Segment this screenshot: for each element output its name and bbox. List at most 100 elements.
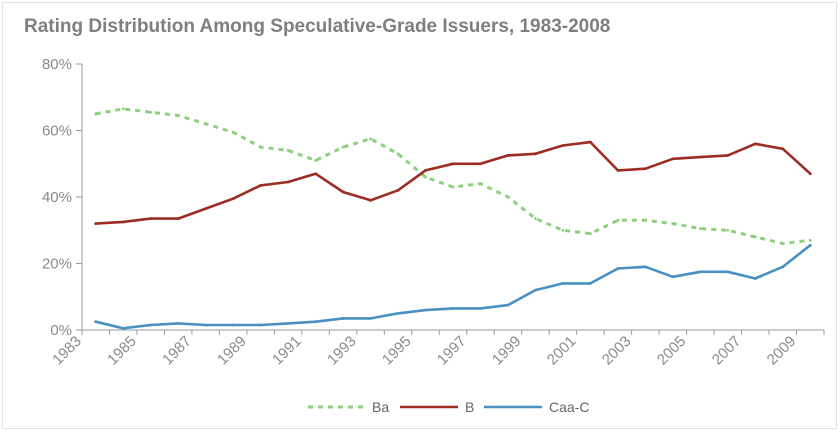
y-tick-label: 60% bbox=[42, 123, 72, 140]
data-point-ba bbox=[204, 122, 208, 126]
data-point-b bbox=[589, 140, 592, 144]
data-point-ba bbox=[561, 228, 565, 232]
data-point-caa-c bbox=[808, 243, 812, 247]
data-point-caa-c bbox=[781, 265, 785, 269]
data-point-ba bbox=[286, 149, 290, 152]
x-tick-label: 1997 bbox=[434, 333, 470, 369]
x-tick-label: 1999 bbox=[489, 333, 525, 369]
data-point-b bbox=[176, 217, 180, 221]
data-point-b bbox=[726, 154, 730, 157]
data-point-b bbox=[534, 152, 537, 156]
y-tick-label: 0% bbox=[50, 322, 72, 339]
data-point-b bbox=[231, 197, 235, 201]
data-point-ba bbox=[369, 137, 372, 141]
data-point-caa-c bbox=[314, 320, 317, 324]
data-point-caa-c bbox=[396, 311, 400, 315]
series-layer bbox=[94, 107, 812, 330]
data-point-b bbox=[424, 169, 427, 172]
x-tick-label: 1985 bbox=[104, 333, 140, 369]
x-tick-label: 2007 bbox=[709, 333, 745, 369]
data-point-ba bbox=[726, 228, 730, 232]
data-point-ba bbox=[671, 222, 675, 226]
series-line-b bbox=[94, 140, 812, 225]
data-point-ba bbox=[451, 185, 455, 189]
data-point-b bbox=[451, 162, 455, 166]
y-tick-label: 20% bbox=[42, 256, 72, 273]
data-point-ba bbox=[94, 112, 98, 116]
data-point-caa-c bbox=[561, 282, 565, 285]
legend: Ba B Caa-C bbox=[308, 399, 589, 415]
data-point-ba bbox=[479, 182, 482, 186]
data-point-caa-c bbox=[479, 306, 482, 310]
data-point-ba bbox=[121, 107, 125, 111]
series-line-caa-c bbox=[94, 243, 812, 330]
x-tick-label: 2009 bbox=[764, 333, 800, 369]
data-point-b bbox=[341, 190, 345, 194]
series-line-ba bbox=[95, 107, 811, 246]
data-point-ba bbox=[396, 152, 400, 156]
data-point-caa-c bbox=[424, 308, 427, 312]
data-point-b bbox=[204, 207, 208, 211]
data-point-ba bbox=[643, 218, 647, 222]
data-point-caa-c bbox=[231, 323, 235, 327]
x-tick-label: 1989 bbox=[214, 333, 250, 369]
data-point-b bbox=[259, 183, 263, 187]
data-point-ba bbox=[589, 232, 592, 235]
data-point-b bbox=[369, 198, 372, 202]
data-point-b bbox=[616, 169, 620, 172]
data-point-caa-c bbox=[671, 275, 675, 279]
data-point-caa-c bbox=[286, 321, 290, 325]
data-point-b bbox=[698, 155, 702, 159]
data-point-ba bbox=[506, 195, 510, 199]
axes: 0%20%40%60%80%1983 1985 1987 1989 1991 1993 19… bbox=[42, 56, 825, 369]
data-point-caa-c bbox=[726, 270, 730, 274]
data-point-caa-c bbox=[534, 288, 537, 292]
data-point-caa-c bbox=[589, 282, 592, 285]
data-point-caa-c bbox=[149, 323, 153, 327]
y-tick-label: 40% bbox=[42, 189, 72, 206]
data-point-b bbox=[121, 220, 125, 224]
data-point-caa-c bbox=[451, 306, 455, 310]
data-point-b bbox=[314, 172, 317, 176]
data-point-caa-c bbox=[506, 303, 510, 307]
legend-label-b: B bbox=[465, 399, 474, 415]
data-point-caa-c bbox=[176, 321, 180, 325]
x-tick-label: 2001 bbox=[544, 333, 580, 369]
data-point-caa-c bbox=[698, 270, 702, 274]
data-point-b bbox=[286, 180, 290, 184]
data-point-b bbox=[479, 162, 482, 166]
data-point-b bbox=[396, 188, 400, 192]
legend-label-ba: Ba bbox=[372, 399, 389, 415]
data-point-ba bbox=[176, 114, 180, 117]
data-point-caa-c bbox=[616, 267, 620, 270]
x-tick-label: 2005 bbox=[654, 333, 690, 369]
data-point-ba bbox=[259, 145, 263, 149]
data-point-ba bbox=[314, 159, 317, 162]
data-point-b bbox=[781, 147, 785, 151]
data-point-b bbox=[561, 144, 565, 147]
data-point-b bbox=[94, 222, 98, 226]
data-point-caa-c bbox=[643, 265, 647, 269]
data-point-caa-c bbox=[204, 323, 208, 327]
data-point-ba bbox=[149, 110, 153, 114]
x-tick-label: 2003 bbox=[599, 333, 635, 369]
data-point-caa-c bbox=[121, 326, 125, 330]
x-tick-label: 1993 bbox=[324, 333, 360, 369]
data-point-ba bbox=[231, 130, 235, 134]
data-point-b bbox=[671, 157, 675, 161]
data-point-caa-c bbox=[341, 316, 345, 320]
data-point-b bbox=[149, 217, 153, 221]
data-point-caa-c bbox=[369, 316, 372, 320]
data-point-b bbox=[753, 142, 757, 146]
chart-title: Rating Distribution Among Speculative-Gr… bbox=[24, 16, 611, 37]
legend-label-caa-c: Caa-C bbox=[549, 399, 589, 415]
data-point-b bbox=[643, 167, 647, 171]
x-tick-label: 1987 bbox=[159, 333, 195, 369]
data-point-ba bbox=[616, 218, 620, 222]
x-tick-label: 1991 bbox=[269, 333, 305, 369]
data-point-ba bbox=[534, 217, 537, 221]
data-point-ba bbox=[341, 145, 345, 149]
y-tick-label: 80% bbox=[42, 56, 72, 73]
